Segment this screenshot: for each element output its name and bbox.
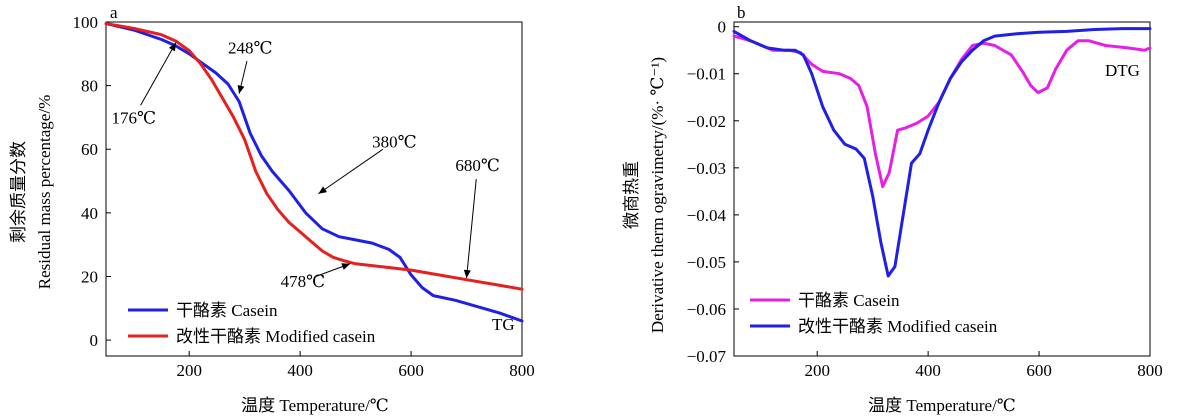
panel-b-y-tick-label-0: 0 [718, 18, 727, 37]
panel-a-y-axis-label-cn: 剩余质量分数 [9, 141, 28, 243]
panel-a-annotation-arrow-3 [466, 179, 477, 279]
panel-a-x-axis-label: 温度 Temperature/℃ [241, 396, 389, 415]
panel-a-y-axis-label-en: Residual mass percentage/% [35, 95, 54, 290]
panel-a-annotation-arrowhead-1 [168, 42, 176, 52]
panel-a-x-tick-label-200: 200 [176, 361, 202, 380]
panel-a-annotation-arrowhead-3 [463, 269, 471, 279]
panel-a-y-tick-label-4: 80 [81, 77, 98, 96]
panel-b-chart: b 温度 Temperature/℃ 微商热重 Derivative therm… [622, 3, 1163, 415]
panel-b-y-tick-label-1: −0.01 [687, 65, 726, 84]
panel-a-x-tick-label-800: 800 [509, 361, 535, 380]
panel-b-plot-frame [733, 21, 1151, 357]
panel-a-annotation-arrow-1 [140, 42, 177, 106]
panel-a-annotation-arrow-2 [318, 148, 384, 195]
panel-b-y-axis-label-cn: 微商热重 [622, 161, 641, 229]
panel-b-x-tick-label-600: 600 [1026, 361, 1052, 380]
panel-a-y-tick-label-0: 0 [90, 331, 99, 350]
panel-a-curve-label: TG [492, 315, 515, 334]
panel-a-legend-label-0: 干酪素 Casein [176, 301, 278, 320]
panel-a-x-tick-label-400: 400 [287, 361, 313, 380]
panel-b-series-line-0 [732, 34, 1152, 189]
panel-a-x-tick-label-600: 600 [398, 361, 424, 380]
panel-b-y-tick-label-4: −0.04 [687, 206, 727, 225]
panel-b-curve-label: DTG [1105, 61, 1140, 80]
panel-a-y-tick-label-5: 100 [73, 13, 99, 32]
panel-b-y-axis-label-en: Derivative therm ogravimetry/(%· ℃⁻¹) [648, 57, 667, 333]
panel-a-plot-frame [105, 21, 523, 357]
panel-a-y-tick-label-2: 40 [81, 204, 98, 223]
panel-a-chart: a 温度 Temperature/℃ 剩余质量分数 Residual mass … [9, 3, 535, 415]
panel-b-series-line-1 [732, 27, 1152, 278]
panel-a-series-line-1 [104, 22, 524, 291]
panel-a-legend-label-1: 改性干酪素 Modified casein [176, 327, 376, 346]
panel-b-legend-label-0: 干酪素 Casein [798, 291, 900, 310]
panel-b-legend-label-1: 改性干酪素 Modified casein [798, 317, 998, 336]
panel-a-annotation-label-3: 680℃ [455, 156, 500, 175]
panel-a-label: a [110, 3, 118, 22]
panel-b-x-tick-label-400: 400 [915, 361, 941, 380]
panel-a-y-tick-label-3: 60 [81, 140, 98, 159]
panel-b-label: b [737, 3, 746, 22]
panel-b-x-tick-label-200: 200 [804, 361, 830, 380]
panel-b-y-tick-label-6: −0.06 [687, 300, 726, 319]
panel-a-annotation-arrowhead-2 [318, 186, 328, 194]
panel-a-annotation-arrowhead-0 [237, 84, 245, 94]
panel-a-y-tick-label-1: 20 [81, 267, 98, 286]
panel-a-annotation-label-4: 478℃ [281, 272, 326, 291]
panel-a-annotation-label-0: 248℃ [228, 38, 273, 57]
panel-a-annotation-label-2: 380℃ [372, 132, 417, 151]
panel-b-y-tick-label-2: −0.02 [687, 112, 726, 131]
panel-b-y-tick-label-7: −0.07 [687, 347, 727, 366]
panel-b-y-tick-label-5: −0.05 [687, 253, 726, 272]
panel-b-x-tick-label-800: 800 [1137, 361, 1163, 380]
panel-a-annotation-label-1: 176℃ [111, 108, 156, 127]
panel-b-y-tick-label-3: −0.03 [687, 159, 726, 178]
panel-a-annotation-arrowhead-4 [341, 263, 351, 270]
panel-b-x-axis-label: 温度 Temperature/℃ [868, 396, 1016, 415]
